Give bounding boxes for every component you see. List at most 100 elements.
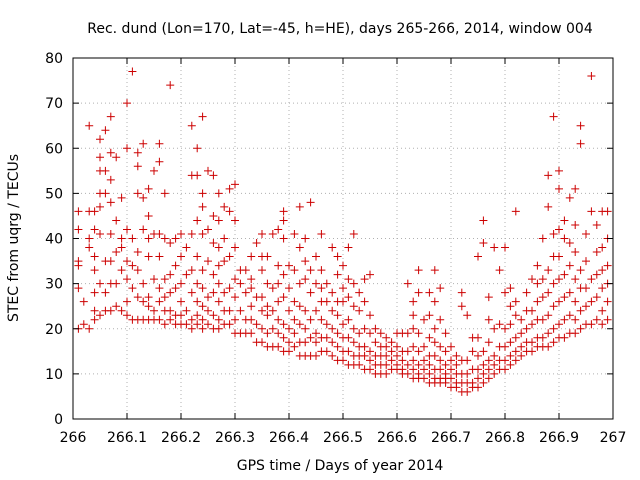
data-point (571, 297, 580, 306)
data-point (576, 139, 585, 148)
data-point (576, 306, 585, 315)
data-point (582, 229, 590, 238)
data-point (366, 311, 374, 320)
data-point (106, 257, 115, 266)
data-point (117, 266, 126, 275)
data-point (301, 338, 310, 347)
data-point (214, 315, 223, 324)
data-point (506, 302, 515, 311)
data-point (123, 311, 131, 320)
data-point (430, 351, 439, 360)
data-point (193, 144, 202, 153)
data-point (139, 139, 148, 148)
data-point (128, 67, 137, 76)
data-point (598, 266, 607, 275)
data-point (479, 378, 488, 387)
data-point (263, 311, 272, 320)
data-point (501, 243, 509, 252)
data-point (317, 229, 326, 238)
data-point (139, 193, 148, 202)
data-point (312, 279, 320, 288)
data-point (360, 324, 369, 333)
data-point (171, 284, 180, 293)
data-point (425, 288, 434, 297)
data-point (333, 270, 342, 279)
data-point (333, 342, 342, 351)
data-point (198, 229, 207, 238)
data-point (425, 369, 434, 378)
data-point (101, 126, 110, 135)
data-point (214, 216, 223, 225)
data-point (301, 324, 310, 333)
data-point (436, 365, 445, 374)
data-point (117, 234, 126, 243)
data-point (177, 311, 185, 320)
data-point (290, 266, 299, 275)
data-point (528, 347, 536, 356)
data-point (425, 360, 434, 369)
data-point (328, 306, 337, 315)
data-point (447, 365, 455, 374)
data-point (117, 306, 126, 315)
data-point (187, 229, 196, 238)
data-point (484, 338, 493, 347)
data-point (117, 193, 126, 202)
data-point (96, 229, 104, 238)
data-point (301, 257, 310, 266)
data-point (231, 180, 239, 189)
data-point (511, 207, 520, 216)
data-point (328, 324, 337, 333)
data-point (279, 234, 288, 243)
data-point (382, 369, 391, 378)
data-point (528, 275, 536, 284)
data-point (403, 347, 412, 356)
data-point (414, 347, 423, 356)
data-point (349, 279, 358, 288)
data-point (90, 207, 99, 216)
data-point (582, 302, 590, 311)
data-point (258, 293, 266, 302)
x-tick-label: 266.8 (485, 430, 525, 446)
data-point (533, 297, 542, 306)
data-point (209, 270, 218, 279)
data-point (484, 293, 493, 302)
data-point (155, 252, 164, 261)
data-point (144, 234, 153, 243)
data-point (603, 261, 612, 270)
data-point (538, 275, 547, 284)
data-point (279, 216, 288, 225)
data-point (549, 324, 558, 333)
data-point (306, 288, 315, 297)
data-point (366, 329, 374, 338)
data-point (274, 279, 283, 288)
data-point (247, 302, 256, 311)
data-point (279, 320, 288, 329)
data-point (598, 284, 607, 293)
data-point (430, 266, 439, 275)
data-point (479, 239, 488, 248)
data-point (603, 315, 612, 324)
data-point (285, 347, 293, 356)
data-point (425, 311, 434, 320)
data-point (236, 279, 245, 288)
data-point (565, 311, 574, 320)
data-point (106, 306, 115, 315)
data-point (474, 383, 482, 392)
data-point (182, 320, 191, 329)
data-point (511, 297, 520, 306)
data-point (333, 329, 342, 338)
data-point (144, 184, 153, 193)
data-point (231, 315, 239, 324)
data-point (274, 329, 283, 338)
data-point (328, 288, 337, 297)
data-point (339, 356, 347, 365)
data-point (571, 275, 580, 284)
data-point (506, 338, 515, 347)
data-point (214, 324, 223, 333)
data-point (225, 306, 234, 315)
data-point (177, 252, 185, 261)
y-tick-label: 60 (45, 141, 63, 157)
data-point (511, 347, 520, 356)
data-point (560, 234, 569, 243)
data-point (225, 207, 234, 216)
